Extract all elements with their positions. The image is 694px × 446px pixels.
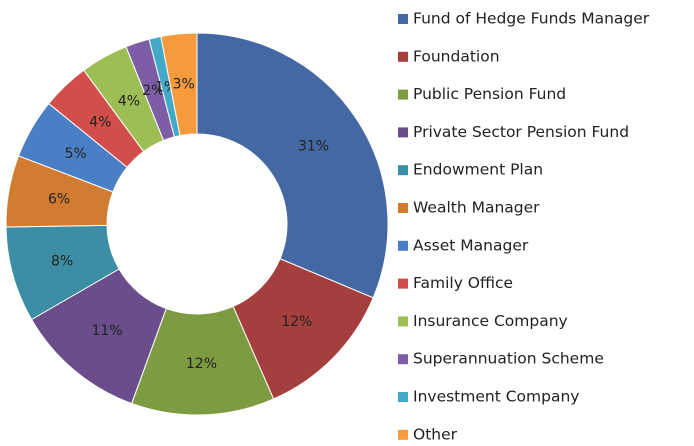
donut-slice	[160, 32, 198, 137]
legend-swatch	[398, 429, 408, 440]
legend-text: Insurance Company	[413, 312, 568, 330]
legend-swatch	[398, 240, 408, 251]
legend-text: Family Office	[413, 274, 513, 292]
legend-text: Asset Manager	[413, 236, 529, 254]
legend-text: Endowment Plan	[413, 161, 543, 179]
legend-text: Fund of Hedge Funds Manager	[413, 10, 650, 28]
legend-swatch	[398, 165, 408, 176]
legend-text: Public Pension Fund	[413, 85, 566, 103]
legend-swatch	[398, 316, 408, 327]
slice-label: 6%	[48, 192, 70, 208]
slice-label: 12%	[281, 314, 312, 330]
legend-swatch	[398, 203, 408, 213]
slice-label: 3%	[173, 77, 195, 93]
slice-label: 8%	[51, 253, 73, 269]
donut-slice	[196, 32, 389, 299]
legend-text: Private Sector Pension Fund	[413, 123, 629, 141]
slice-label: 2%	[142, 83, 164, 99]
slice-label: 12%	[186, 356, 217, 372]
legend-swatch	[398, 127, 408, 138]
legend-swatch	[398, 14, 408, 24]
legend-swatch	[398, 354, 408, 365]
legend-swatch	[398, 51, 408, 62]
legend-text: Wealth Manager	[413, 199, 540, 217]
slice-label: 4%	[89, 115, 111, 131]
legend-swatch	[398, 278, 408, 289]
legend-swatch	[398, 392, 408, 402]
legend-text: Other	[413, 425, 458, 443]
legend-swatch	[398, 89, 408, 100]
legend-text: Investment Company	[413, 388, 579, 406]
legend-text: Superannuation Scheme	[413, 350, 604, 368]
legend-text: Foundation	[413, 47, 500, 65]
slice-label: 4%	[118, 94, 140, 110]
slice-label: 5%	[65, 146, 87, 162]
slice-label: 31%	[298, 138, 329, 154]
slice-label: 11%	[91, 323, 122, 339]
